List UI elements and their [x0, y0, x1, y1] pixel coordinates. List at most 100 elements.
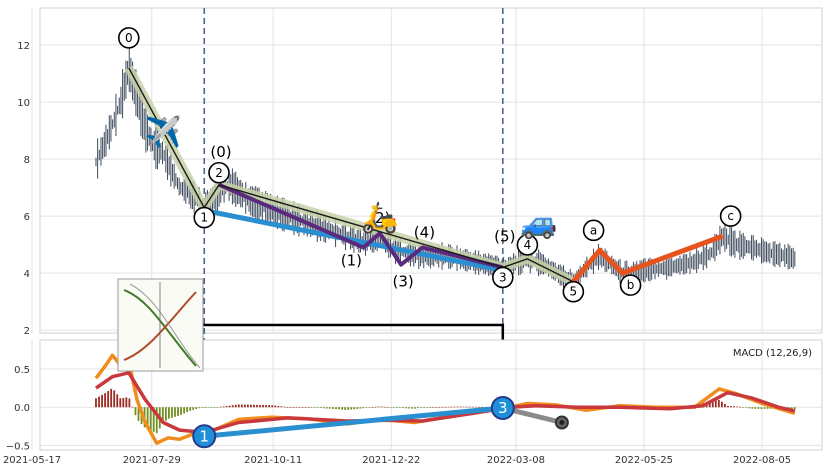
macd-histogram-bar: [347, 407, 350, 410]
macd-histogram-bar: [362, 407, 365, 409]
macd-histogram-bar: [380, 406, 383, 408]
macd-histogram-bar: [435, 407, 438, 408]
macd-histogram-bar: [751, 407, 754, 409]
price-y-tick-label: 2: [24, 326, 30, 337]
macd-histogram-bar: [450, 406, 453, 408]
macd-histogram-bar: [189, 407, 192, 411]
macd-title: MACD (12,26,9): [733, 348, 812, 359]
macd-histogram-bar: [708, 401, 711, 408]
macd-histogram-bar: [727, 405, 729, 408]
car-icon: 🚙: [520, 206, 557, 241]
x-tick-label: 2021-12-22: [362, 455, 420, 466]
sub-wave-label: (0): [210, 143, 231, 161]
macd-histogram-bar: [280, 406, 283, 408]
macd-histogram-bar: [134, 407, 137, 416]
macd-histogram-bar: [265, 405, 268, 408]
sub-wave-label: (5): [494, 227, 515, 245]
sub-wave-label: (2): [369, 209, 390, 227]
macd-histogram-bar: [222, 406, 225, 408]
macd-wave-marker-circle: [490, 395, 515, 420]
macd-histogram-bar: [322, 407, 325, 409]
macd-histogram-bar: [174, 407, 176, 417]
macd-histogram-bar: [444, 406, 447, 408]
wave-marker-circle: [719, 205, 742, 227]
inset-curve-grey: [129, 283, 201, 369]
macd-histogram-bar: [164, 407, 167, 421]
macd-histogram-bar: [219, 406, 222, 408]
airplane-icon: ✈️: [145, 113, 182, 150]
macd-histogram-bar: [711, 401, 714, 408]
x-tick-label: 2022-03-08: [487, 455, 545, 466]
macd-wave-label: 3: [498, 399, 508, 417]
macd-histogram-bar: [167, 407, 170, 419]
macd-endpoint-dot-core: [559, 420, 565, 425]
macd-histogram-bar: [298, 407, 301, 408]
macd-histogram-bar: [231, 405, 234, 408]
macd-wave-marker-circle: [192, 424, 217, 449]
macd-histogram-bar: [374, 406, 377, 408]
macd-histogram-bar: [766, 407, 769, 409]
macd-histogram-bar: [313, 407, 316, 408]
wave-label: 0: [125, 31, 133, 45]
wave-label: 1: [200, 211, 208, 225]
macd-trend-line: [203, 405, 504, 439]
wave-label: 3: [499, 270, 507, 284]
macd-histogram-bar: [152, 407, 155, 432]
macd-histogram-bar: [234, 404, 237, 408]
x-tick-label: 2021-10-11: [244, 455, 302, 466]
macd-histogram-bar: [268, 405, 271, 408]
macd-histogram-bar: [471, 406, 474, 408]
macd-histogram-bar: [344, 407, 347, 410]
macd-histogram-bar: [736, 406, 738, 408]
macd-histogram-bar: [338, 407, 340, 410]
wave-label: 4: [524, 238, 532, 252]
price-y-tick-label: 8: [24, 155, 30, 166]
macd-histogram-bar: [192, 407, 195, 410]
corrective-abc-line: [571, 233, 724, 284]
wave-label: b: [627, 278, 635, 292]
macd-histogram-bar: [204, 407, 207, 408]
macd-histogram-bar: [253, 404, 255, 408]
macd-histogram-bar: [335, 407, 337, 410]
sub-wave-label: (4): [414, 223, 435, 241]
wave-label: 2: [215, 166, 223, 180]
macd-histogram-bar: [195, 407, 198, 410]
macd-histogram-bar: [207, 407, 210, 408]
macd-histogram-bar: [438, 406, 441, 408]
macd-histogram-bar: [411, 407, 413, 409]
sub-wave-line: [218, 182, 504, 270]
macd-histogram-bar: [316, 407, 319, 408]
macd-histogram-bar: [350, 407, 353, 410]
macd-histogram-bar: [420, 407, 422, 408]
wave-label: a: [590, 223, 597, 237]
macd-histogram-bar: [760, 407, 763, 409]
macd-histogram-bar: [183, 407, 185, 414]
macd-histogram-bar: [286, 407, 289, 408]
sub-wave-label: (3): [392, 273, 413, 291]
trend-line-blue: [203, 207, 504, 273]
wave-marker-circle: [562, 280, 585, 303]
macd-histogram-bar: [237, 404, 240, 408]
macd-histogram-bar: [429, 407, 432, 408]
macd-histogram-bar: [739, 406, 742, 408]
x-tick-label: 2022-05-25: [615, 455, 673, 466]
sub-wave-label: (1): [341, 251, 362, 269]
macd-histogram-bar: [383, 406, 386, 408]
x-axis-ticks: 2021-05-17 2021-07-29 2021-10-11 2021-12-22…: [3, 455, 791, 466]
macd-histogram-bar: [742, 407, 745, 408]
macd-histogram-bar: [757, 407, 760, 409]
macd-series-line: [95, 371, 796, 435]
macd-histogram-bar: [371, 407, 374, 408]
macd-histogram-bar: [213, 407, 216, 408]
macd-histogram-bar: [161, 407, 164, 424]
macd-histogram-bar: [186, 407, 189, 413]
macd-histogram-bar: [480, 406, 483, 408]
wave-label: 5: [570, 285, 578, 299]
price-y-tick-label: 4: [24, 269, 30, 280]
macd-histogram-bar: [401, 407, 404, 409]
macd-histogram-bar: [307, 407, 310, 408]
macd-histogram-bar: [341, 407, 343, 410]
wave-marker-circle: [117, 27, 140, 49]
price-y-tick-label: 10: [17, 98, 30, 109]
macd-histogram-bar: [101, 394, 103, 408]
